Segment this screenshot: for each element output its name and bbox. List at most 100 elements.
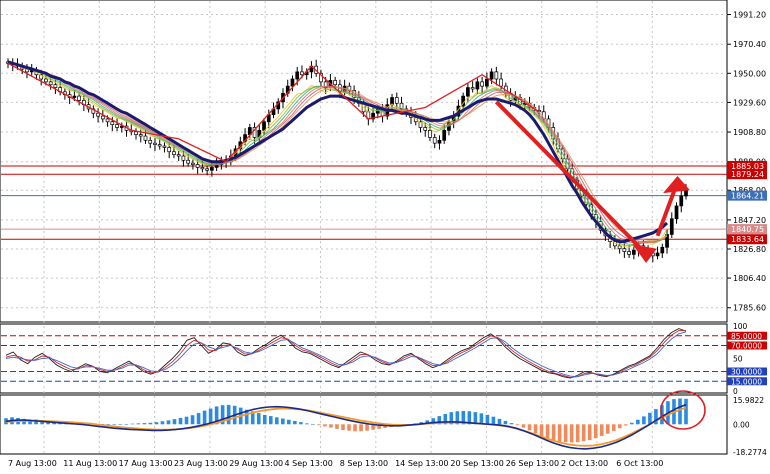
candle-body <box>53 84 58 88</box>
candle-body <box>44 78 48 83</box>
macd-histogram-bar <box>545 424 550 439</box>
x-tick-label: 26 Sep 13:00 <box>506 459 559 468</box>
macd-histogram-bar <box>154 422 159 425</box>
macd-histogram-bar <box>678 398 682 425</box>
macd-histogram-bar <box>335 424 339 429</box>
annotation-layer <box>7 62 706 430</box>
macd-histogram-bar <box>437 416 442 425</box>
candle-body <box>210 167 214 171</box>
stochastic-level-label: 70.0000 <box>731 342 762 351</box>
candle-body <box>617 245 622 250</box>
macd-histogram-bar <box>287 419 291 425</box>
zigzag-trend-line <box>7 62 540 163</box>
macd-histogram-bar <box>262 414 267 425</box>
ribbon-ma-line <box>7 62 668 248</box>
ribbon-ma-line <box>7 62 668 244</box>
candle-body <box>480 81 484 87</box>
macd-histogram-bar <box>515 424 520 426</box>
y-axis-labels: 1991.201970.401950.001929.601908.801888.… <box>727 11 767 457</box>
macd-histogram-bar <box>467 411 472 425</box>
candle-body <box>191 162 195 165</box>
stochastic-tick-label: 50 <box>733 355 743 364</box>
stochastic-series <box>1 328 727 382</box>
candle-body <box>134 131 138 135</box>
candle-body <box>319 72 323 83</box>
macd-histogram-bar <box>527 424 532 431</box>
macd-histogram-bar <box>479 413 484 425</box>
candle-body <box>631 249 636 255</box>
macd-tick-label: -18.2774 <box>733 448 767 457</box>
main-moving-average-line <box>7 60 669 244</box>
stochastic-level-tag <box>727 367 767 376</box>
y-tick-label: 1970.40 <box>733 40 766 49</box>
macd-histogram-bar <box>551 424 556 441</box>
x-tick-label: 11 Aug 13:00 <box>63 459 117 468</box>
stochastic-panel-frame <box>0 323 728 394</box>
candle-body <box>290 78 295 87</box>
candle-body <box>195 164 200 168</box>
price-series <box>1 58 727 263</box>
candle-body <box>205 168 209 171</box>
candle-body <box>442 129 447 141</box>
macd-histogram-bar <box>160 421 165 425</box>
macd-series <box>4 398 688 450</box>
stochastic-tick-label: 100 <box>733 322 748 331</box>
candle-body <box>428 129 432 138</box>
candle-body <box>138 134 143 137</box>
candle-body <box>167 147 172 153</box>
macd-histogram-bar <box>449 412 454 425</box>
candle-body <box>371 112 375 120</box>
candle-body <box>262 121 266 131</box>
macd-histogram-bar <box>521 424 526 428</box>
price-level-tag <box>727 169 767 180</box>
macd-histogram-bar <box>599 424 604 437</box>
price-level-label: 1840.75 <box>731 225 764 234</box>
candle-body <box>437 139 442 144</box>
macd-histogram-bar <box>605 424 610 434</box>
macd-histogram-bar <box>569 424 574 443</box>
macd-histogram-bar <box>214 406 219 425</box>
down-trend-arrow <box>494 100 650 258</box>
macd-histogram-bar <box>311 424 315 425</box>
macd-histogram-bar <box>533 424 538 434</box>
x-tick-label: 6 Oct 13:00 <box>616 459 663 468</box>
macd-histogram-bar <box>473 412 478 425</box>
candle-body <box>181 155 186 161</box>
stochastic-level-tag <box>727 331 767 340</box>
macd-histogram-bar <box>208 408 213 425</box>
price-level-label: 1885.03 <box>731 162 764 171</box>
macd-histogram-bar <box>130 423 135 425</box>
price-level-tag <box>727 224 767 235</box>
macd-histogram-bar <box>34 419 38 425</box>
candle-body <box>200 167 205 170</box>
candle-body <box>627 251 631 255</box>
candle-body <box>295 71 300 80</box>
x-tick-label: 4 Sep 13:00 <box>285 459 333 468</box>
candle-body <box>494 71 499 80</box>
y-tick-label: 1826.80 <box>733 245 766 254</box>
macd-histogram-bar <box>624 424 628 426</box>
candle-body <box>394 97 399 104</box>
macd-histogram-bar <box>226 404 231 425</box>
stochastic-line <box>5 331 687 378</box>
macd-histogram-bar <box>196 413 201 425</box>
macd-histogram-bar <box>256 413 261 425</box>
candle-body <box>475 81 480 90</box>
macd-histogram-bar <box>353 424 357 432</box>
macd-histogram-bar <box>557 424 562 442</box>
x-tick-label: 14 Sep 13:00 <box>395 459 448 468</box>
macd-histogram-bar <box>359 424 363 432</box>
x-tick-label: 2 Oct 13:00 <box>561 459 608 468</box>
candle-body <box>153 142 157 145</box>
macd-histogram-bar <box>365 424 369 431</box>
macd-histogram-bar <box>202 410 207 425</box>
macd-signal-line <box>5 406 687 447</box>
macd-histogram-bar <box>341 424 345 431</box>
price-panel-frame <box>0 0 728 323</box>
stochastic-tick-label: 0 <box>733 387 738 396</box>
macd-histogram-bar <box>28 419 32 425</box>
y-tick-label: 1908.80 <box>733 128 766 137</box>
macd-histogram-bar <box>575 424 580 443</box>
